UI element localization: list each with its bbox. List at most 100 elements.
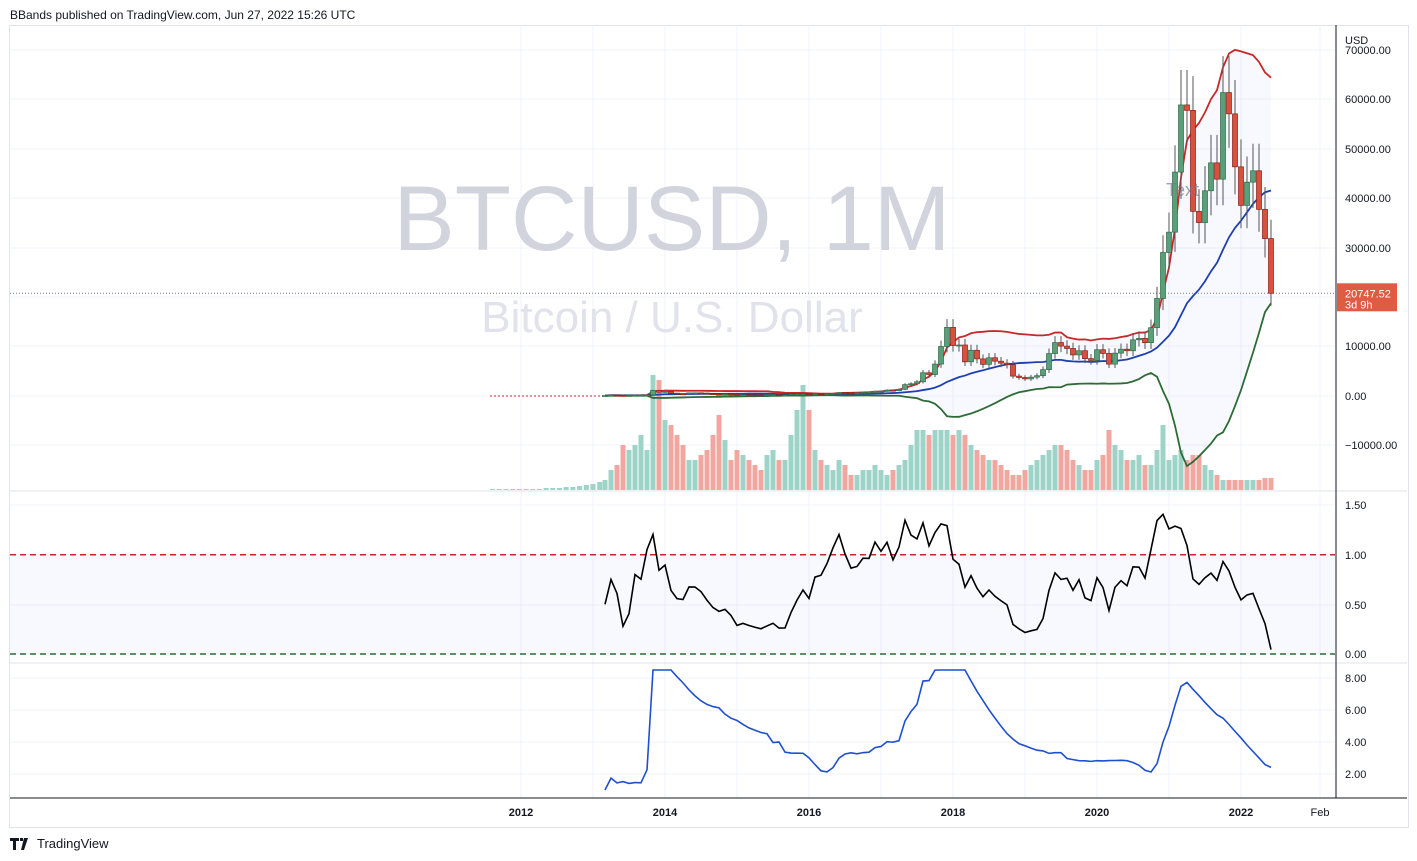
volume-bar	[1196, 455, 1202, 490]
volume-bar	[938, 430, 944, 490]
volume-bar	[932, 430, 938, 490]
candle	[1010, 364, 1016, 377]
candle	[1232, 113, 1238, 168]
volume-bar	[563, 487, 569, 490]
time-tick: 2014	[653, 807, 678, 819]
volume-bar	[543, 488, 549, 490]
candle	[962, 344, 968, 363]
volume-bar	[872, 465, 878, 490]
candle	[920, 372, 926, 383]
candle	[1004, 362, 1010, 366]
candle	[1028, 376, 1034, 380]
volume-bar	[516, 489, 522, 490]
volume-bar	[908, 445, 914, 490]
price-tick: 40000.00	[1345, 193, 1391, 205]
volume-bar	[956, 430, 962, 490]
volume-bar	[866, 470, 872, 490]
volume-bar	[1118, 450, 1124, 490]
volume-bar	[986, 460, 992, 490]
volume-bar	[896, 465, 902, 490]
volume-bar	[920, 430, 926, 490]
price-tick: 60000.00	[1345, 94, 1391, 106]
volume-bar	[614, 465, 620, 490]
volume-bar	[1022, 470, 1028, 490]
candle	[1148, 327, 1154, 343]
volume-bar	[800, 385, 806, 490]
volume-bar	[1214, 475, 1220, 490]
candle	[914, 381, 920, 385]
volume-bar	[878, 470, 884, 490]
candle	[872, 390, 878, 393]
volume-bar	[523, 489, 529, 490]
candle	[1220, 92, 1226, 180]
candle	[974, 349, 980, 360]
candle	[1262, 209, 1268, 239]
candle	[764, 394, 770, 397]
candle	[866, 391, 872, 394]
volume-bar	[1112, 445, 1118, 490]
volume-bar	[842, 465, 848, 490]
volume-bar	[577, 486, 583, 490]
candle	[1106, 353, 1112, 365]
candle	[788, 394, 794, 396]
candle	[626, 395, 632, 397]
volume-bar	[503, 489, 509, 490]
volume-bar	[1154, 450, 1160, 490]
volume-bar	[650, 375, 656, 490]
candle	[674, 392, 680, 395]
bbw-tick: 4.00	[1345, 737, 1366, 749]
candle	[992, 357, 998, 362]
candle	[734, 394, 740, 396]
volume-bar	[626, 450, 632, 490]
candle	[1130, 339, 1136, 352]
candle	[1016, 375, 1022, 378]
pctb-band-fill	[10, 554, 1335, 654]
price-tick: 50000.00	[1345, 144, 1391, 156]
candle	[806, 393, 812, 396]
volume-bar	[1208, 470, 1214, 490]
candle	[860, 392, 866, 394]
volume-bar	[1250, 480, 1256, 490]
candle	[1088, 358, 1094, 361]
last-price-value: 20747.52	[1345, 288, 1391, 300]
volume-bar	[674, 435, 680, 490]
volume-bar	[1094, 460, 1100, 490]
candle	[644, 394, 650, 397]
candle	[1214, 162, 1220, 180]
volume-bar	[824, 465, 830, 490]
volume-bar	[1124, 460, 1130, 490]
volume-bar	[1256, 480, 1262, 490]
volume-bar	[557, 488, 562, 490]
time-tick: Feb	[1311, 807, 1330, 819]
candle	[728, 393, 734, 396]
volume-bar	[1142, 465, 1148, 490]
volume-bar	[1148, 465, 1154, 490]
volume-bar	[716, 415, 722, 490]
candle	[1208, 162, 1214, 192]
candle	[944, 327, 950, 347]
volume-bar	[597, 482, 603, 490]
candle	[680, 393, 686, 396]
volume-bar	[710, 435, 716, 490]
candle	[1076, 350, 1082, 356]
candle	[776, 394, 782, 396]
volume-bar	[884, 475, 890, 490]
volume-bar	[490, 489, 495, 490]
candle	[1190, 110, 1196, 212]
candle	[956, 344, 962, 347]
candle	[1268, 238, 1274, 294]
footer[interactable]: TradingView	[10, 836, 109, 851]
volume-bar	[1070, 460, 1076, 490]
bbw-tick: 6.00	[1345, 705, 1366, 717]
volume-bar	[1046, 450, 1052, 490]
volume-bar	[1160, 425, 1166, 490]
candle	[1118, 348, 1124, 354]
volume-bar	[1076, 465, 1082, 490]
volume-bar	[740, 455, 746, 490]
candle	[998, 360, 1004, 364]
volume-bar	[1064, 450, 1070, 490]
candle	[704, 392, 710, 395]
volume-bar	[962, 435, 968, 490]
candle	[1040, 369, 1046, 377]
